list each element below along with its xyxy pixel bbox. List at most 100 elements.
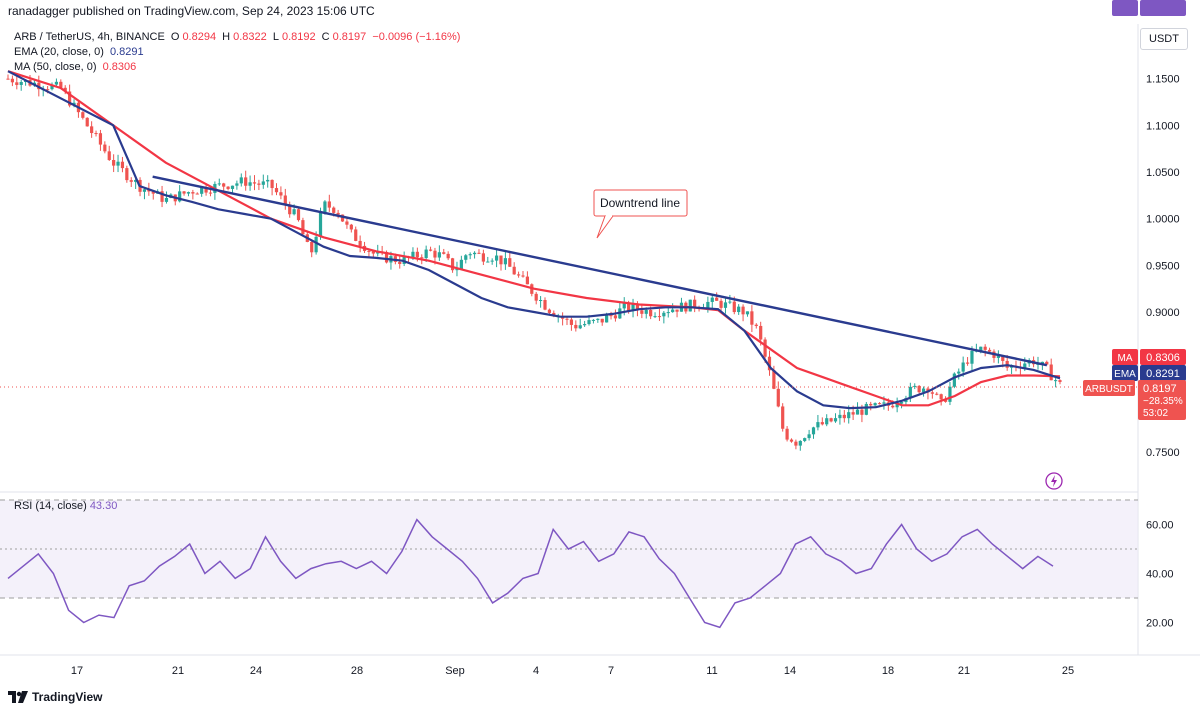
candle xyxy=(472,251,477,259)
candle-body xyxy=(807,434,811,439)
ema-price-tag: EMA 0.8291 xyxy=(1112,365,1186,381)
candle xyxy=(939,393,943,406)
candle-body xyxy=(516,274,521,276)
candle xyxy=(327,194,331,212)
candle xyxy=(807,429,811,441)
candle-body xyxy=(825,418,829,425)
candle-body xyxy=(459,259,463,270)
candle xyxy=(785,426,789,442)
candle-body xyxy=(789,439,794,442)
candle xyxy=(723,298,728,314)
candle-body xyxy=(829,418,833,422)
candle-body xyxy=(208,192,213,194)
candle xyxy=(283,188,287,210)
candle xyxy=(503,251,507,270)
candle-body xyxy=(46,89,50,91)
candle-body xyxy=(534,293,538,301)
candle xyxy=(310,240,314,258)
symbol-title[interactable]: ARB / TetherUS, 4h, BINANCE xyxy=(14,31,165,43)
candle xyxy=(789,438,794,443)
candle xyxy=(613,309,618,322)
candle-body xyxy=(222,183,226,187)
time-axis-label: 7 xyxy=(608,665,614,677)
candle-body xyxy=(151,191,155,194)
ema-legend-label[interactable]: EMA (20, close, 0) xyxy=(14,46,104,58)
downtrend-line[interactable] xyxy=(152,175,1048,367)
candle-body xyxy=(182,191,186,194)
candle-body xyxy=(63,87,67,92)
candle xyxy=(112,154,116,173)
candle xyxy=(107,145,111,161)
candle-body xyxy=(613,315,618,319)
candle xyxy=(239,173,243,187)
candle xyxy=(631,298,635,318)
candle-body xyxy=(112,159,116,166)
candle-body xyxy=(186,192,191,194)
candle xyxy=(204,184,208,196)
candle-body xyxy=(583,324,587,326)
candle-body xyxy=(539,299,543,301)
candle xyxy=(811,426,816,439)
candle-body xyxy=(803,438,807,441)
candle-body xyxy=(525,276,529,285)
candle xyxy=(142,188,147,200)
candle-body xyxy=(811,427,816,435)
candle-body xyxy=(371,251,375,254)
candle xyxy=(706,296,710,313)
currency-button[interactable]: USDT xyxy=(1140,28,1188,50)
candle xyxy=(191,189,195,200)
candle-body xyxy=(772,370,776,389)
candle-body xyxy=(428,249,433,251)
candle-body xyxy=(842,414,846,419)
candle xyxy=(442,248,446,255)
candle-body xyxy=(415,251,419,258)
candle-body xyxy=(776,388,780,407)
candle xyxy=(490,258,494,265)
candle-body xyxy=(781,406,785,429)
candle-body xyxy=(891,405,895,408)
candle xyxy=(992,349,996,363)
candle-body xyxy=(662,312,666,317)
candle xyxy=(816,414,820,431)
candle-body xyxy=(160,191,164,202)
candle-body xyxy=(204,187,208,193)
candle-body xyxy=(512,266,516,275)
candle-body xyxy=(376,251,380,254)
candle xyxy=(948,381,952,406)
candle-body xyxy=(763,339,767,357)
candle-body xyxy=(728,301,732,303)
candle-body xyxy=(873,403,877,406)
candle xyxy=(926,386,930,400)
candle-body xyxy=(332,207,336,213)
ma-legend-label[interactable]: MA (50, close, 0) xyxy=(14,61,97,73)
candle-body xyxy=(354,229,358,241)
candle-body xyxy=(864,403,868,415)
candle xyxy=(477,249,481,255)
candle xyxy=(666,306,670,318)
candle-body xyxy=(816,422,820,428)
ma-price-tag-value-bg xyxy=(1140,349,1186,365)
ohlc-low: 0.8192 xyxy=(281,31,316,43)
candle-body xyxy=(125,168,129,181)
candle-body xyxy=(433,250,437,258)
rsi-tag-label-bg xyxy=(1112,0,1138,16)
downtrend-annotation[interactable]: Downtrend line xyxy=(593,189,688,239)
lightning-icon[interactable] xyxy=(1045,472,1063,490)
candle xyxy=(402,251,406,267)
candle xyxy=(173,194,177,206)
candle-body xyxy=(877,403,882,405)
candle-body xyxy=(68,91,72,106)
candle-body xyxy=(314,236,318,253)
candle xyxy=(354,226,358,242)
candle xyxy=(508,251,512,267)
candle-body xyxy=(715,297,719,301)
tradingview-footer[interactable]: TradingView xyxy=(8,690,102,704)
publisher-line: ranadagger published on TradingView.com,… xyxy=(8,4,375,18)
rsi-axis-label: 40.00 xyxy=(1146,569,1174,581)
rsi-legend-label[interactable]: RSI (14, close) xyxy=(14,500,87,512)
candle-body xyxy=(10,78,15,83)
candle-body xyxy=(952,373,956,387)
candle-body xyxy=(565,318,569,320)
candle-body xyxy=(1058,380,1062,382)
